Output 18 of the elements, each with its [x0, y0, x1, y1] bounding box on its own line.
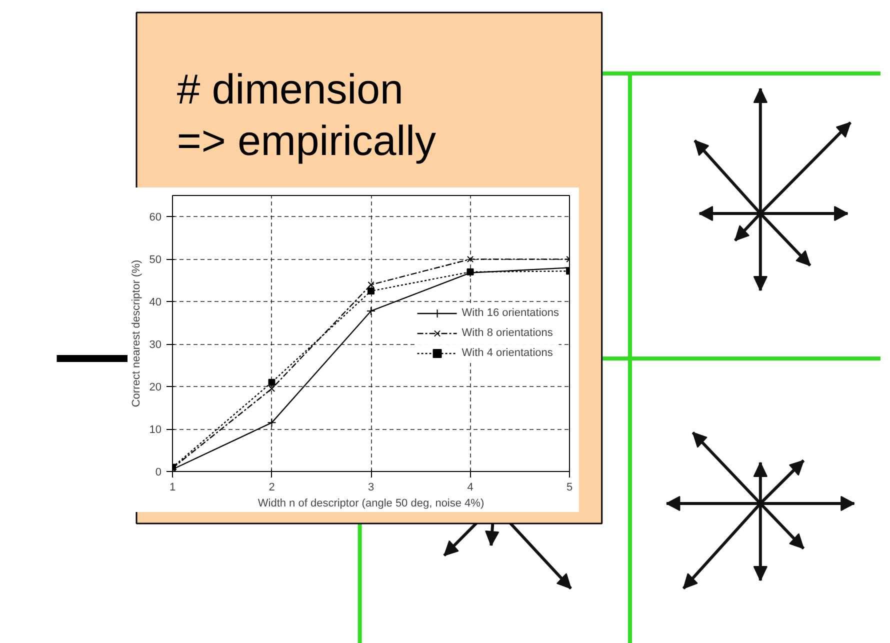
- y-tick-label: 60: [149, 212, 162, 224]
- y-tick-label: 30: [149, 339, 162, 352]
- legend-label: With 16 orientations: [462, 307, 559, 319]
- x-tick-label: 5: [566, 482, 573, 494]
- x-axis-title: Width n of descriptor (angle 50 deg, noise 4%): [258, 498, 484, 510]
- y-tick-label: 10: [149, 424, 162, 436]
- x-tick-label: 4: [467, 482, 474, 494]
- y-axis-title: Correct nearest descriptor (%): [130, 260, 142, 408]
- y-tick-label: 0: [155, 466, 162, 478]
- y-tick-label: 20: [149, 382, 162, 394]
- y-tick-label: 40: [149, 296, 162, 309]
- x-tick-label: 2: [268, 482, 275, 494]
- legend-label: With 4 orientations: [462, 347, 553, 359]
- y-tick-label: 50: [149, 254, 162, 266]
- chart-title: # dimension => empirically: [176, 66, 436, 164]
- x-tick-label: 1: [169, 482, 176, 494]
- legend-label: With 8 orientations: [462, 327, 553, 339]
- x-tick-label: 3: [368, 482, 374, 494]
